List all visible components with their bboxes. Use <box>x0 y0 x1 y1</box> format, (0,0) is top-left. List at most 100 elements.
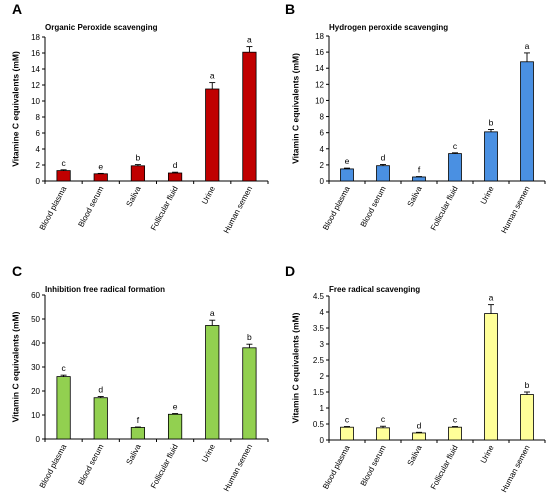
panel-a-sig-letter: a <box>210 71 215 81</box>
panel-b-ytick-label: 12 <box>315 80 324 89</box>
panel-d-sig-letter: c <box>453 415 458 425</box>
panel-b-sig-letter: a <box>525 41 530 51</box>
panel-c-ytick-label: 40 <box>31 339 40 348</box>
panel-c-ylabel: Vitamin C equivalents (mM) <box>10 311 20 422</box>
panel-b-sig-letter: d <box>381 152 386 162</box>
panel-c: C Inhibition free radical formation Vitami… <box>10 263 269 493</box>
panel-b-sig-letter: c <box>453 141 458 151</box>
panel-c-ytick-label: 20 <box>31 387 40 396</box>
panel-a-ytick-label: 8 <box>36 113 41 122</box>
panel-c-category-label: Saliva <box>125 442 143 466</box>
panel-d-ylabel: Vitamin C equivalents (mM) <box>290 312 300 423</box>
panel-c-sig-letter: d <box>98 385 103 395</box>
panel-b-category-label: Urine <box>479 184 496 206</box>
panel-a-sig-letter: d <box>173 160 178 170</box>
panel-a-title: Organic Peroxide scavenging <box>45 23 158 32</box>
panel-c-sig-letter: c <box>61 363 66 373</box>
panel-a: A Organic Peroxide scavenging Vitamine C e… <box>10 1 269 235</box>
panel-a-letter: A <box>12 1 22 17</box>
panel-c-sig-letter: e <box>173 402 178 412</box>
panel-c-bar <box>242 347 257 440</box>
panel-c-ytick-label: 50 <box>31 315 40 324</box>
panel-d-bar <box>412 432 426 441</box>
panel-a-ytick-label: 16 <box>31 49 40 58</box>
panel-a-category-label: Blood serum <box>76 184 105 228</box>
panel-d-category-label: Human semen <box>499 444 531 494</box>
panel-a-ytick-label: 0 <box>36 177 41 186</box>
panel-b-ytick-label: 2 <box>320 161 325 170</box>
panel-c-category-label: Urine <box>200 442 217 464</box>
panel-b-bar <box>412 176 426 182</box>
panel-b-bar <box>340 168 354 182</box>
panel-a-category-label: Human semen <box>222 185 254 235</box>
panel-b-ylabel: Vitamin C equivalents (mM) <box>290 53 300 164</box>
panel-c-ytick-label: 0 <box>36 435 41 444</box>
panel-b-ytick-label: 18 <box>315 32 324 41</box>
panel-d-sig-letter: a <box>489 293 494 303</box>
panel-d-ytick-label: 1 <box>320 404 325 413</box>
panel-d-ytick-label: 3 <box>320 340 325 349</box>
panel-d-ytick-label: 0 <box>320 436 325 445</box>
panel-a-bar <box>93 173 108 182</box>
panel-d-ytick-label: 3.5 <box>313 324 325 333</box>
panel-b-ytick-label: 4 <box>320 145 325 154</box>
panel-a-sig-letter: b <box>136 153 141 163</box>
panel-c-category-label: Follicular fluid <box>149 443 180 490</box>
panel-c-ytick-label: 30 <box>31 363 40 372</box>
panel-b-sig-letter: e <box>345 156 350 166</box>
panel-a-ytick-label: 2 <box>36 161 41 170</box>
panel-d-sig-letter: d <box>417 420 422 430</box>
panel-a-bar <box>56 170 71 182</box>
panel-d: D Free radical scavenging Vitamin C equiva… <box>285 263 546 494</box>
panel-d-ytick-label: 2 <box>320 372 325 381</box>
panel-a-category-label: Blood plasma <box>38 184 69 232</box>
panel-d-sig-letter: b <box>525 380 530 390</box>
panel-a-category-label: Follicular fluid <box>149 185 180 232</box>
panel-d-ytick-label: 4.5 <box>313 292 325 301</box>
panel-d-ytick-label: 2.5 <box>313 356 325 365</box>
panel-a-category-label: Saliva <box>125 184 143 208</box>
panel-b-bar <box>484 131 498 182</box>
panel-b-sig-letter: f <box>418 165 421 175</box>
panel-b-ytick-label: 10 <box>315 96 324 105</box>
panel-a-bar <box>242 51 257 182</box>
panel-d-category-label: Saliva <box>406 443 424 467</box>
panel-b-bar <box>448 153 462 182</box>
panel-b-ytick-label: 8 <box>320 113 325 122</box>
panel-a-ytick-label: 18 <box>31 33 40 42</box>
panel-d-bar <box>376 427 390 441</box>
panel-d-ytick-label: 0.5 <box>313 420 325 429</box>
panel-b-bar <box>376 165 390 182</box>
panel-b-ytick-label: 14 <box>315 64 324 73</box>
panel-c-category-label: Blood serum <box>76 442 105 486</box>
panel-c-sig-letter: a <box>210 308 215 318</box>
panel-b-category-label: Human semen <box>499 185 531 235</box>
panel-a-sig-letter: c <box>61 158 66 168</box>
panel-d-bar <box>448 426 462 441</box>
panel-d-letter: D <box>285 263 295 279</box>
panel-b-category-label: Follicular fluid <box>429 185 460 232</box>
panel-a-bar <box>130 165 146 182</box>
panel-a-bar <box>205 88 220 182</box>
panel-c-bar <box>93 397 108 440</box>
panel-d-sig-letter: c <box>381 414 386 424</box>
panel-c-title: Inhibition free radical formation <box>45 285 165 294</box>
panel-a-category-label: Urine <box>200 184 217 206</box>
panel-d-title: Free radical scavenging <box>329 285 420 294</box>
panel-c-letter: C <box>12 263 22 279</box>
panel-b-category-label: Blood serum <box>359 184 388 228</box>
panel-c-category-label: Human semen <box>222 443 254 493</box>
panel-a-ytick-label: 6 <box>36 129 41 138</box>
panel-d-bar <box>484 313 498 441</box>
panel-b-category-label: Blood plasma <box>321 184 352 232</box>
panel-c-bar <box>130 427 146 440</box>
panel-a-ytick-label: 14 <box>31 65 40 74</box>
panel-b: B Hydrogen peroxide scavenging Vitamin C e… <box>285 1 546 235</box>
panel-d-ytick-label: 4 <box>320 308 325 317</box>
panel-d-bar <box>520 394 534 441</box>
panel-d-bar <box>340 426 354 441</box>
panel-d-category-label: Blood serum <box>359 443 388 487</box>
panel-d-category-label: Follicular fluid <box>429 444 460 491</box>
panel-c-ytick-label: 10 <box>31 411 40 420</box>
panel-a-ylabel: Vitamine C equivalents (mM) <box>10 51 20 167</box>
